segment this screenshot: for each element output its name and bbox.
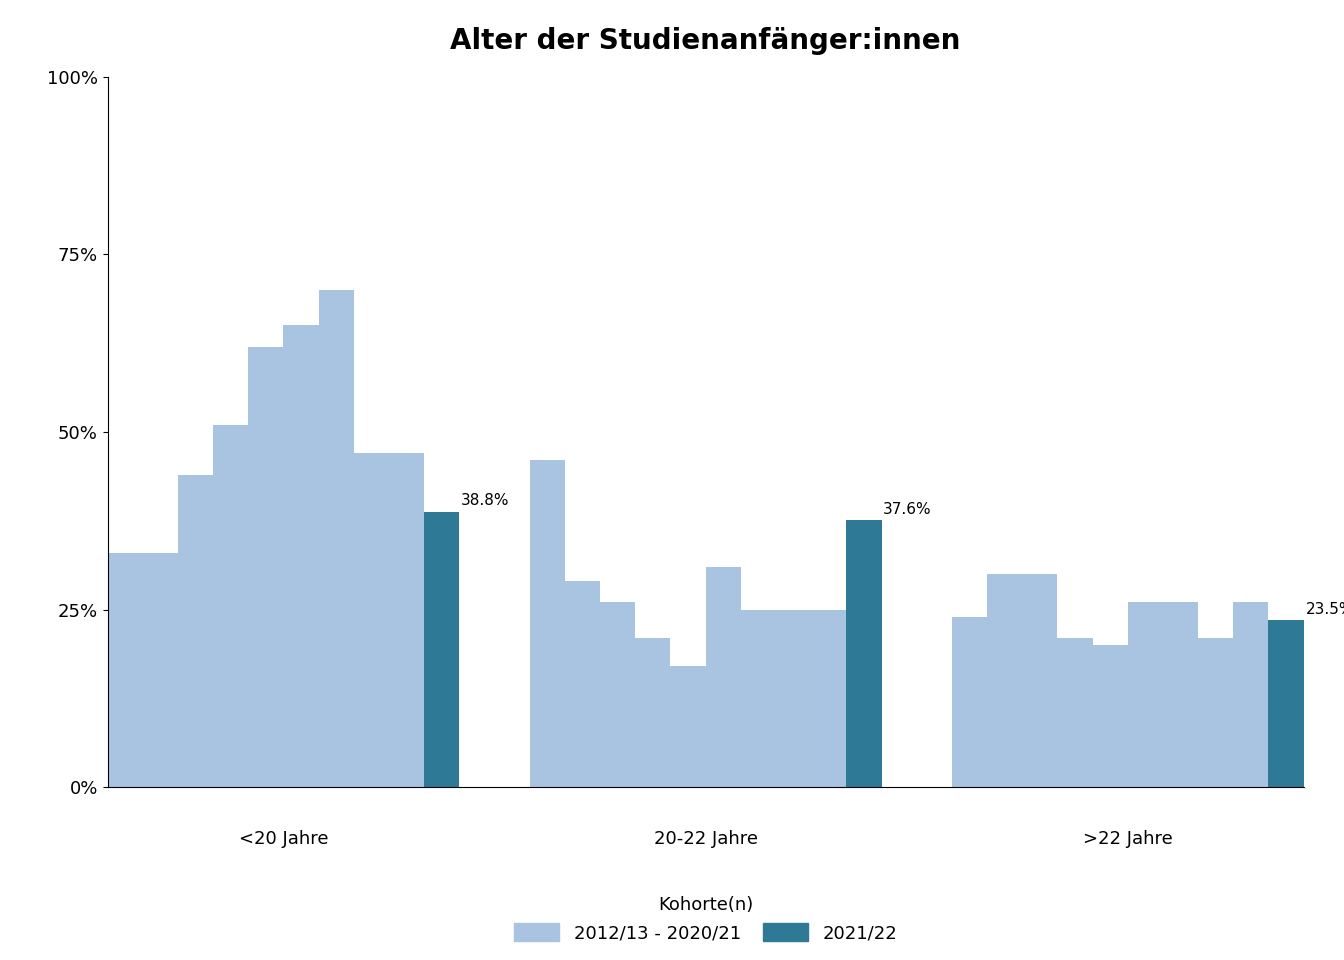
Bar xyxy=(986,574,1023,787)
Bar xyxy=(1128,603,1163,787)
Bar xyxy=(388,453,425,787)
Bar xyxy=(425,512,460,787)
Bar xyxy=(671,666,706,787)
Bar xyxy=(1269,620,1304,787)
Legend: 2012/13 - 2020/21, 2021/22: 2012/13 - 2020/21, 2021/22 xyxy=(507,889,905,949)
Text: 23.5%: 23.5% xyxy=(1305,602,1344,616)
Bar xyxy=(249,347,284,787)
Bar xyxy=(775,610,812,787)
Bar xyxy=(1234,603,1269,787)
Text: 37.6%: 37.6% xyxy=(883,501,931,516)
Bar xyxy=(108,553,142,787)
Bar xyxy=(706,567,741,787)
Bar xyxy=(812,610,847,787)
Bar xyxy=(177,474,214,787)
Bar xyxy=(1058,638,1093,787)
Bar xyxy=(284,325,319,787)
Bar xyxy=(741,610,775,787)
Text: 38.8%: 38.8% xyxy=(461,493,509,508)
Bar xyxy=(1023,574,1058,787)
Text: >22 Jahre: >22 Jahre xyxy=(1083,829,1173,848)
Bar xyxy=(530,461,564,787)
Bar xyxy=(353,453,388,787)
Bar xyxy=(319,290,353,787)
Bar xyxy=(142,553,177,787)
Bar xyxy=(214,425,249,787)
Text: <20 Jahre: <20 Jahre xyxy=(239,829,328,848)
Text: 20-22 Jahre: 20-22 Jahre xyxy=(653,829,758,848)
Bar xyxy=(636,638,671,787)
Bar xyxy=(847,520,882,787)
Bar xyxy=(952,616,986,787)
Bar xyxy=(1093,645,1128,787)
Title: Alter der Studienanfänger:innen: Alter der Studienanfänger:innen xyxy=(450,27,961,55)
Bar xyxy=(1163,603,1198,787)
Bar xyxy=(599,603,636,787)
Bar xyxy=(564,581,599,787)
Bar xyxy=(1198,638,1234,787)
